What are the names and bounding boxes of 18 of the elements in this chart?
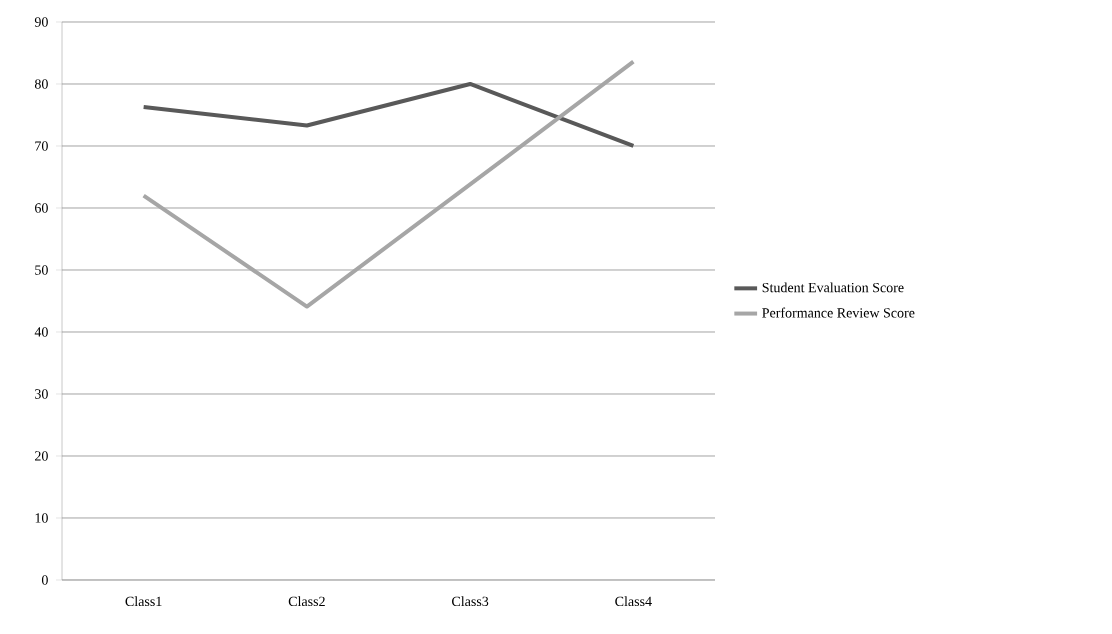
y-tick-label: 0 (41, 575, 48, 585)
legend-label: Performance Review Score (762, 307, 915, 318)
y-tick-label: 90 (34, 17, 48, 27)
x-tick-label: Class2 (288, 596, 325, 607)
legend-label: Student Evaluation Score (762, 282, 904, 293)
line-series (141, 59, 636, 309)
y-tick-label: 30 (35, 389, 48, 399)
y-tick-label: 70 (35, 141, 48, 151)
y-tick-label: 20 (35, 451, 48, 461)
y-tick-label: 10 (35, 513, 48, 523)
y-tick-label: 50 (35, 265, 48, 275)
x-tick-label: Class3 (452, 596, 489, 607)
y-tick-label: 40 (34, 327, 48, 337)
y-tick-label: 60 (35, 203, 48, 213)
x-tick-label: Class1 (125, 596, 162, 607)
line-series (141, 81, 636, 148)
y-tick-label: 80 (34, 79, 48, 89)
x-tick-label: Class4 (615, 596, 652, 607)
